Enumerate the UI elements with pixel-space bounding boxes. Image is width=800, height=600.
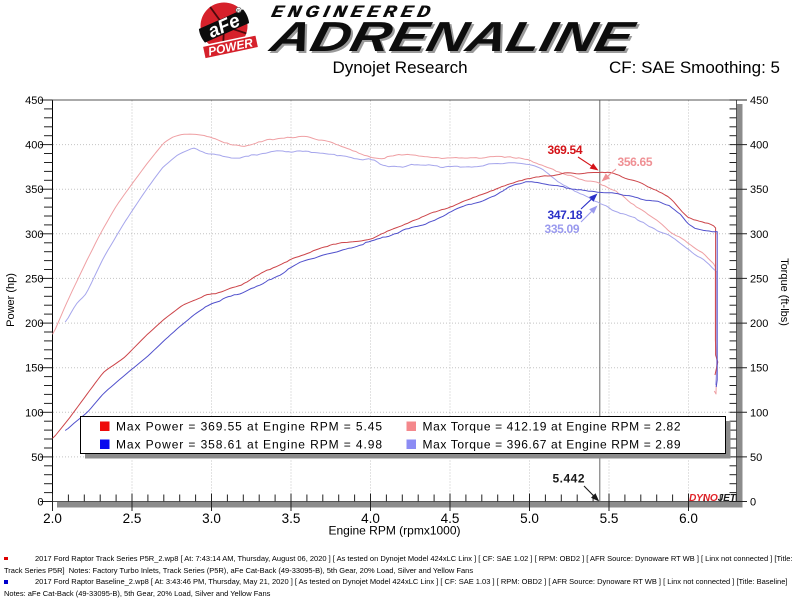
svg-text:Max Power = 358.61 at Engine R: Max Power = 358.61 at Engine RPM = 4.98 — [116, 438, 382, 452]
svg-text:5.442: 5.442 — [553, 472, 585, 486]
svg-text:3.5: 3.5 — [282, 511, 301, 526]
svg-text:250: 250 — [25, 273, 43, 285]
svg-text:5.5: 5.5 — [600, 511, 619, 526]
svg-text:50: 50 — [750, 452, 762, 464]
svg-text:400: 400 — [25, 140, 43, 152]
svg-text:450: 450 — [25, 95, 43, 107]
svg-text:5.0: 5.0 — [520, 511, 539, 526]
svg-text:100: 100 — [25, 407, 43, 419]
svg-text:0: 0 — [37, 497, 43, 509]
svg-text:R: R — [237, 8, 240, 13]
svg-text:2.0: 2.0 — [43, 511, 62, 526]
svg-text:Max Torque = 396.67 at Engine: Max Torque = 396.67 at Engine RPM = 2.89 — [423, 438, 681, 452]
svg-text:400: 400 — [750, 140, 768, 152]
svg-text:Max Torque = 412.19 at Engine: Max Torque = 412.19 at Engine RPM = 2.82 — [423, 420, 681, 434]
svg-text:4.0: 4.0 — [361, 511, 380, 526]
svg-text:Torque (ft-lbs): Torque (ft-lbs) — [778, 258, 790, 326]
svg-text:150: 150 — [25, 363, 43, 375]
svg-text:3.0: 3.0 — [202, 511, 221, 526]
svg-text:0: 0 — [750, 497, 756, 509]
svg-text:300: 300 — [750, 229, 768, 241]
svg-text:200: 200 — [25, 318, 43, 330]
svg-text:4.5: 4.5 — [441, 511, 460, 526]
svg-text:335.09: 335.09 — [545, 222, 580, 236]
svg-text:347.18: 347.18 — [548, 208, 583, 222]
svg-text:Max Power = 369.55 at Engine R: Max Power = 369.55 at Engine RPM = 5.45 — [116, 420, 382, 434]
svg-text:100: 100 — [750, 407, 768, 419]
svg-text:300: 300 — [25, 229, 43, 241]
svg-text:356.65: 356.65 — [618, 155, 653, 169]
svg-text:150: 150 — [750, 363, 768, 375]
svg-text:200: 200 — [750, 318, 768, 330]
svg-text:450: 450 — [750, 95, 768, 107]
svg-text:2.5: 2.5 — [123, 511, 142, 526]
svg-text:369.54: 369.54 — [548, 143, 583, 157]
svg-text:50: 50 — [31, 452, 43, 464]
svg-text:6.0: 6.0 — [679, 511, 698, 526]
svg-text:DYNOJET: DYNOJET — [689, 493, 737, 504]
svg-text:Power (hp): Power (hp) — [5, 273, 17, 327]
svg-text:350: 350 — [750, 184, 768, 196]
svg-text:Engine RPM (rpmx1000): Engine RPM (rpmx1000) — [328, 524, 460, 538]
svg-text:250: 250 — [750, 273, 768, 285]
svg-text:350: 350 — [25, 184, 43, 196]
